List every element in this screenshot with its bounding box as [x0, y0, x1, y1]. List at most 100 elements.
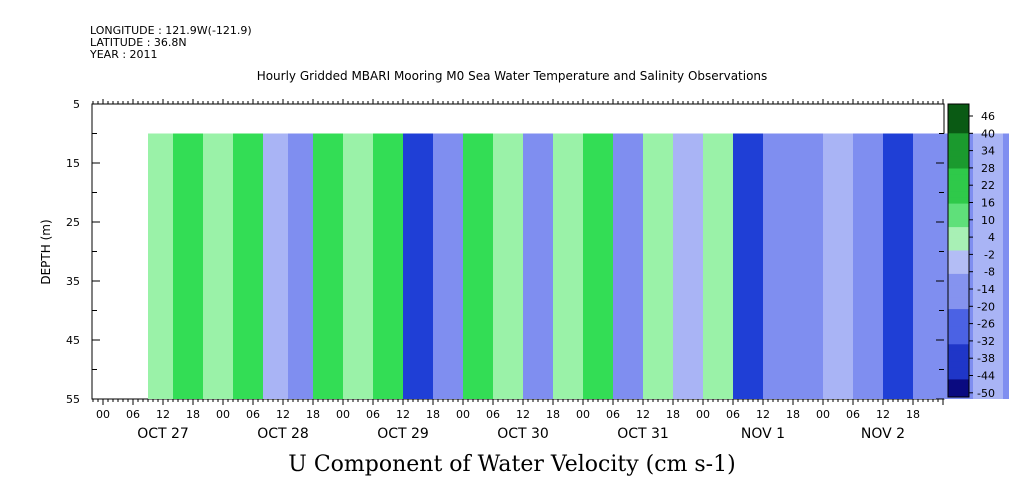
chart-title: Hourly Gridded MBARI Mooring M0 Sea Wate…	[256, 69, 768, 83]
colorbar-swatch	[948, 338, 969, 345]
heatmap-cell	[583, 133, 614, 399]
x-hour-label: 18	[546, 408, 560, 421]
latitude-label: LATITUDE : 36.8N	[90, 36, 187, 49]
heatmap-cell	[913, 133, 944, 399]
colorbar-swatch	[948, 350, 969, 357]
year-label: YEAR : 2011	[90, 48, 158, 61]
colorbar-swatch	[948, 180, 969, 187]
heatmap-cell	[373, 133, 404, 399]
colorbar-swatch	[948, 391, 969, 398]
x-day-label: OCT 29	[377, 426, 429, 442]
heatmap-cell	[553, 133, 584, 399]
y-tick-label: 45	[66, 334, 80, 347]
heatmap-cell	[403, 133, 434, 399]
colorbar-swatch	[948, 268, 969, 275]
colorbar-swatch	[948, 174, 969, 181]
colorbar-swatch	[948, 279, 969, 287]
colorbar-swatch	[948, 150, 969, 158]
x-hour-label: 00	[576, 408, 590, 421]
x-hour-label: 06	[726, 408, 740, 421]
x-hour-label: 00	[456, 408, 470, 421]
colorbar-swatch	[948, 273, 969, 281]
x-hour-label: 12	[636, 408, 650, 421]
colorbar-label: -2	[984, 248, 995, 261]
heatmap-cell	[263, 133, 289, 399]
colorbar-swatch	[948, 162, 969, 169]
colorbar-swatch	[948, 104, 969, 111]
heatmap-cell	[793, 133, 824, 399]
heatmap-cell	[703, 133, 734, 399]
x-hour-label: 00	[96, 408, 110, 421]
colorbar-swatch	[948, 168, 969, 175]
colorbar-swatch	[948, 121, 969, 128]
colorbar-frame	[947, 103, 970, 398]
x-hour-label: 12	[156, 408, 170, 421]
colorbar-label: -38	[977, 352, 995, 365]
x-hour-label: 12	[276, 408, 290, 421]
x-hour-label: 18	[666, 408, 680, 421]
x-hour-label: 18	[426, 408, 440, 421]
x-hour-label: 06	[606, 408, 620, 421]
heatmap-layer	[148, 133, 1009, 399]
colorbar-swatch	[948, 133, 969, 140]
colorbar-swatch	[948, 139, 969, 146]
colorbar-label: -32	[977, 335, 995, 348]
colorbar-swatch	[948, 244, 969, 251]
colorbar-swatch	[948, 326, 969, 334]
heatmap-cell	[763, 133, 794, 399]
x-hour-label: 00	[696, 408, 710, 421]
x-hour-label: 12	[396, 408, 410, 421]
heatmap-cell	[643, 133, 674, 399]
axis-ticks	[92, 99, 944, 405]
longitude-label: LONGITUDE : 121.9W(-121.9)	[90, 24, 252, 37]
variable-title: U Component of Water Velocity (cm s-1)	[288, 452, 736, 477]
colorbar-swatch	[948, 320, 969, 328]
axis-labels: 5 15 25 35 45 55 00 06 12 18 00 06 12 18 00 06 12 18 00 06 1…	[66, 98, 920, 442]
colorbar-swatch	[948, 309, 969, 316]
colorbar-swatch	[948, 115, 969, 123]
colorbar-swatch	[948, 303, 969, 310]
heatmap-cell	[1003, 133, 1009, 399]
x-day-label: NOV 2	[861, 426, 905, 442]
colorbar-label: -44	[977, 370, 995, 383]
x-hour-label: 12	[876, 408, 890, 421]
colorbar: 46 40 34 28 22 16 10 4 -2 -8 -14 -20 -26 -32 -38 -44 -50	[947, 103, 995, 400]
colorbar-swatch	[948, 156, 969, 164]
heatmap-cell	[853, 133, 884, 399]
x-hour-label: 06	[846, 408, 860, 421]
heatmap-cell	[233, 133, 264, 399]
colorbar-swatch	[948, 215, 969, 222]
x-hour-label: 18	[186, 408, 200, 421]
y-tick-label: 55	[66, 393, 80, 406]
heatmap-cell	[523, 133, 554, 399]
colorbar-label: 16	[981, 197, 995, 210]
x-hour-label: 06	[246, 408, 260, 421]
x-hour-label: 18	[906, 408, 920, 421]
x-hour-label: 18	[306, 408, 320, 421]
colorbar-swatch	[948, 186, 969, 193]
colorbar-swatch	[948, 367, 969, 375]
x-hour-label: 12	[516, 408, 530, 421]
x-hour-label: 06	[486, 408, 500, 421]
colorbar-label: 34	[981, 145, 995, 158]
heatmap-cell	[733, 133, 764, 399]
chart-area: 5 15 25 35 45 55 00 06 12 18 00 06 12 18 00 06 12 18 00 06 1…	[39, 98, 1009, 442]
x-day-label: NOV 1	[741, 426, 785, 442]
colorbar-label: -50	[977, 387, 995, 400]
heatmap-cell	[493, 133, 524, 399]
heatmap-cell	[343, 133, 374, 399]
y-tick-label: 5	[73, 98, 80, 111]
colorbar-swatch	[948, 385, 969, 392]
colorbar-swatch	[948, 297, 969, 304]
heatmap-cell	[883, 133, 914, 399]
x-day-label: OCT 31	[617, 426, 669, 442]
y-tick-label: 25	[66, 216, 80, 229]
colorbar-swatch	[948, 232, 969, 240]
colorbar-swatch	[948, 315, 969, 322]
colorbar-label: 4	[988, 231, 995, 244]
colorbar-label: 46	[981, 110, 995, 123]
y-axis-title: DEPTH (m)	[39, 219, 53, 284]
colorbar-label: 40	[981, 127, 995, 140]
heatmap-cell	[463, 133, 494, 399]
y-tick-label: 15	[66, 157, 80, 170]
